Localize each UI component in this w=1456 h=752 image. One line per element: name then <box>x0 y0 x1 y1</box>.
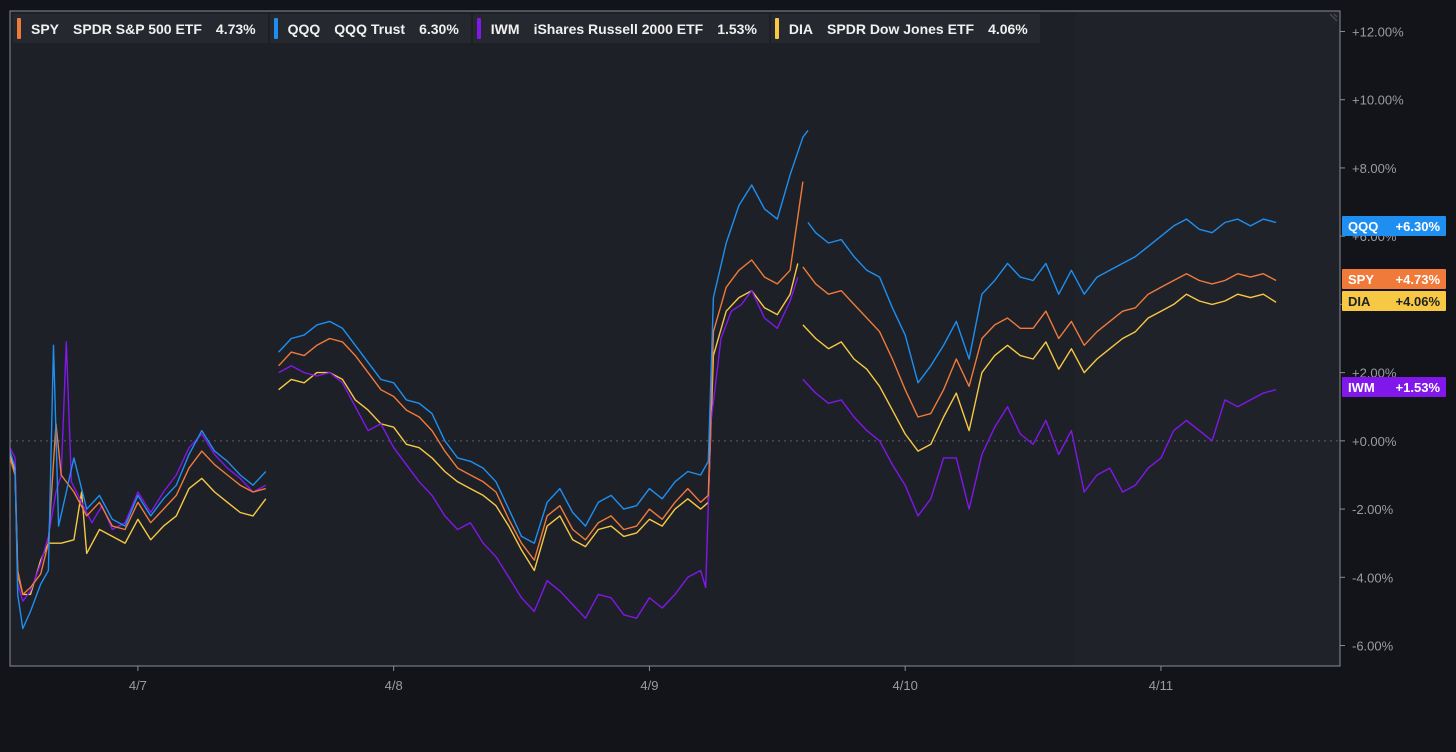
legend-symbol-spy: SPY <box>31 20 60 37</box>
legend-swatch-iwm <box>476 18 481 39</box>
series-line-qqq <box>9 344 267 630</box>
end-tag-symbol-spy: SPY <box>1348 272 1374 287</box>
series-line-spy <box>802 266 1277 418</box>
legend-change-dia: 4.06% <box>988 20 1028 37</box>
legend-item-qqq[interactable]: QQQ QQQ Trust 6.30% <box>269 14 471 43</box>
x-tick-label: 4/8 <box>385 678 403 693</box>
legend-change-spy: 4.73% <box>215 20 256 37</box>
y-tick-label: -2.00% <box>1352 502 1394 517</box>
legend-item-spy[interactable]: SPY SPDR S&P 500 ETF 4.73% <box>13 14 268 43</box>
y-tick-label: -4.00% <box>1352 570 1394 585</box>
series-line-dia <box>802 293 1277 452</box>
series-line-qqq <box>807 218 1277 384</box>
end-tag-iwm <box>1342 377 1446 397</box>
x-tick-label: 4/10 <box>893 678 918 693</box>
y-tick-label: +12.00% <box>1352 24 1404 39</box>
legend-name-dia: SPDR Dow Jones ETF <box>827 20 975 37</box>
legend-change-qqq: 6.30% <box>419 20 459 37</box>
legend: SPY SPDR S&P 500 ETF 4.73% QQQ QQQ Trust… <box>13 14 1040 43</box>
end-tag-value-qqq: +6.30% <box>1396 219 1441 234</box>
series-line-dia <box>278 263 799 572</box>
legend-name-qqq: QQQ Trust <box>334 20 406 37</box>
legend-swatch-dia <box>774 18 779 39</box>
series-line-iwm <box>278 276 799 619</box>
series-line-iwm <box>802 378 1277 517</box>
y-tick-label: -6.00% <box>1352 639 1394 654</box>
legend-symbol-qqq: QQQ <box>287 20 321 37</box>
series-line-spy <box>278 181 804 561</box>
series-line-dia <box>9 454 267 596</box>
legend-item-dia[interactable]: DIA SPDR Dow Jones ETF 4.06% <box>770 14 1040 43</box>
y-tick-label: +2.00% <box>1352 366 1397 381</box>
x-tick-label: 4/9 <box>640 678 658 693</box>
legend-swatch-qqq <box>273 18 278 39</box>
end-tag-qqq <box>1342 216 1446 236</box>
legend-name-spy: SPDR S&P 500 ETF <box>73 20 202 37</box>
end-tag-value-iwm: +1.53% <box>1396 380 1441 395</box>
end-tag-symbol-dia: DIA <box>1348 294 1371 309</box>
plot-border <box>9 10 1341 667</box>
legend-symbol-dia: DIA <box>788 20 814 37</box>
x-tick-label: 4/11 <box>1149 678 1173 693</box>
x-tick-label: 4/7 <box>129 678 147 693</box>
end-tag-dia <box>1342 291 1446 311</box>
resize-handle-icon[interactable] <box>1329 13 1338 22</box>
y-tick-label: +10.00% <box>1352 93 1404 108</box>
legend-name-iwm: iShares Russell 2000 ETF <box>533 20 704 37</box>
legend-swatch-spy <box>17 18 21 39</box>
y-tick-label: +8.00% <box>1352 161 1397 176</box>
end-tag-symbol-iwm: IWM <box>1348 380 1375 395</box>
series-line-spy <box>9 423 266 596</box>
end-tag-value-spy: +4.73% <box>1396 272 1441 287</box>
legend-symbol-iwm: IWM <box>490 20 520 37</box>
series-line-qqq <box>278 129 809 544</box>
plot-area-shade <box>1075 11 1340 666</box>
legend-item-iwm[interactable]: IWM iShares Russell 2000 ETF 1.53% <box>472 14 769 43</box>
end-tag-value-dia: +4.06% <box>1396 294 1441 309</box>
y-tick-label: +0.00% <box>1352 434 1397 449</box>
end-tag-spy <box>1342 269 1446 289</box>
end-tag-symbol-qqq: QQQ <box>1348 219 1378 234</box>
legend-change-iwm: 1.53% <box>717 20 757 37</box>
